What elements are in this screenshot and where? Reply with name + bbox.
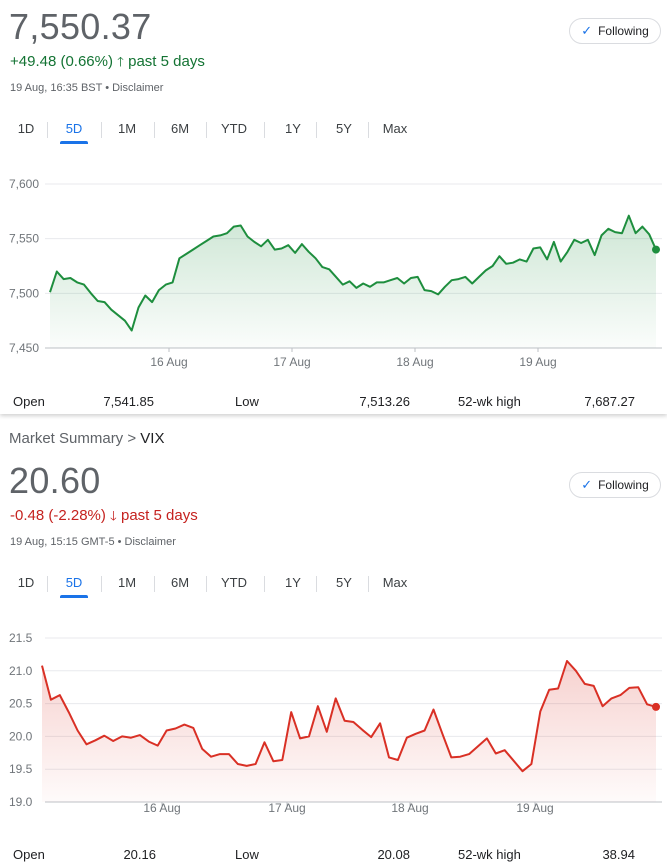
- y-tick-label: 7,550: [9, 232, 39, 246]
- breadcrumb-separator: >: [127, 430, 137, 447]
- breadcrumb-parent[interactable]: Market Summary: [9, 430, 124, 447]
- following-label: Following: [598, 478, 649, 492]
- timestamp: 19 Aug, 16:35 BST • Disclaimer: [10, 82, 164, 94]
- change-value: -0.48 (-2.28%): [10, 507, 106, 524]
- arrow-up-icon: 🡑: [117, 54, 124, 69]
- following-label: Following: [598, 24, 649, 38]
- tab-1y[interactable]: 1Y: [285, 575, 301, 590]
- 52wk-high-label: 52-wk high: [458, 394, 521, 409]
- low-label: Low: [235, 394, 259, 409]
- open-value: 20.16: [123, 847, 156, 862]
- x-tick-label: 18 Aug: [396, 355, 433, 369]
- tab-1m[interactable]: 1M: [117, 575, 137, 590]
- x-tick-label: 16 Aug: [150, 355, 187, 369]
- tab-6m[interactable]: 6M: [170, 121, 190, 136]
- vix-price-chart[interactable]: 21.5 21.0 20.5 20.0 19.5 19.0 16 Aug 17 Aug 18 A…: [0, 626, 667, 836]
- y-tick-label: 21.0: [9, 664, 33, 678]
- price-change: +49.48 (0.66%) 🡑 past 5 days: [10, 53, 205, 75]
- key-stats: Open 20.16 Low 20.08 52-wk high 38.94: [0, 847, 667, 867]
- price-change: -0.48 (-2.28%) 🡓 past 5 days: [10, 507, 198, 529]
- arrow-down-icon: 🡓: [110, 508, 117, 523]
- y-tick-label: 7,500: [9, 286, 39, 300]
- y-tick-label: 7,600: [9, 177, 39, 191]
- check-icon: ✓: [581, 477, 593, 492]
- range-tabs: 1D 5D 1M 6M YTD 1Y 5Y Max: [0, 572, 667, 598]
- y-tick-label: 19.0: [9, 795, 33, 809]
- tab-5y[interactable]: 5Y: [336, 575, 352, 590]
- tab-ytd[interactable]: YTD: [221, 121, 247, 136]
- 52wk-high-value: 38.94: [602, 847, 635, 862]
- tab-1d[interactable]: 1D: [17, 575, 35, 590]
- open-value: 7,541.85: [103, 394, 154, 409]
- following-button[interactable]: ✓ Following: [569, 472, 661, 498]
- x-tick-label: 17 Aug: [268, 801, 305, 815]
- low-value: 20.08: [377, 847, 410, 862]
- tab-max[interactable]: Max: [382, 575, 408, 590]
- timestamp: 19 Aug, 15:15 GMT-5 • Disclaimer: [10, 536, 176, 548]
- price-value: 20.60: [9, 460, 101, 501]
- open-label: Open: [13, 847, 45, 862]
- tab-max[interactable]: Max: [382, 121, 408, 136]
- x-tick-label: 17 Aug: [273, 355, 310, 369]
- x-tick-label: 19 Aug: [519, 355, 556, 369]
- x-tick-label: 16 Aug: [143, 801, 180, 815]
- change-period: past 5 days: [120, 507, 198, 524]
- breadcrumb: Market Summary > VIX: [9, 430, 164, 447]
- range-tabs: 1D 5D 1M 6M YTD 1Y 5Y Max: [0, 118, 667, 144]
- key-stats: Open 7,541.85 Low 7,513.26 52-wk high 7,…: [0, 394, 667, 414]
- check-icon: ✓: [581, 23, 593, 38]
- ftse-price-chart[interactable]: 7,600 7,550 7,500 7,450 16 Aug 17 Aug 18 Aug 19…: [0, 170, 667, 378]
- tab-ytd[interactable]: YTD: [221, 575, 247, 590]
- tab-5y[interactable]: 5Y: [336, 121, 352, 136]
- change-value: +49.48 (0.66%): [10, 53, 113, 70]
- tab-5d[interactable]: 5D: [60, 572, 88, 598]
- series-line: [49, 214, 657, 332]
- x-tick-label: 18 Aug: [391, 801, 428, 815]
- series-line: [41, 660, 657, 773]
- y-tick-label: 20.0: [9, 729, 33, 743]
- y-tick-label: 19.5: [9, 762, 33, 776]
- 52wk-high-label: 52-wk high: [458, 847, 521, 862]
- ftse-quote-card: 7,550.37 ✓ Following +49.48 (0.66%) 🡑 pa…: [0, 0, 667, 414]
- breadcrumb-current: VIX: [140, 430, 165, 447]
- tab-1d[interactable]: 1D: [17, 121, 35, 136]
- tab-1m[interactable]: 1M: [117, 121, 137, 136]
- price-value: 7,550.37: [9, 6, 152, 47]
- change-period: past 5 days: [128, 53, 205, 70]
- vix-quote-card: 20.60 ✓ Following -0.48 (-2.28%) 🡓 past …: [0, 420, 667, 867]
- last-point-marker: [652, 245, 660, 254]
- following-button[interactable]: ✓ Following: [569, 18, 661, 44]
- y-tick-label: 21.5: [9, 631, 33, 645]
- tab-6m[interactable]: 6M: [170, 575, 190, 590]
- series-area: [42, 661, 656, 802]
- open-label: Open: [13, 394, 45, 409]
- x-tick-label: 19 Aug: [516, 801, 553, 815]
- last-point-marker: [652, 702, 660, 711]
- low-label: Low: [235, 847, 259, 862]
- tab-1y[interactable]: 1Y: [285, 121, 301, 136]
- y-tick-label: 20.5: [9, 697, 33, 711]
- tab-5d[interactable]: 5D: [60, 118, 88, 144]
- 52wk-high-value: 7,687.27: [584, 394, 635, 409]
- y-tick-label: 7,450: [9, 341, 39, 355]
- series-area: [50, 215, 656, 348]
- low-value: 7,513.26: [359, 394, 410, 409]
